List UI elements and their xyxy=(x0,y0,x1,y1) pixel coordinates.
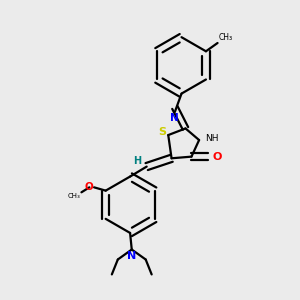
Text: N: N xyxy=(127,251,136,261)
Text: CH₃: CH₃ xyxy=(68,193,80,199)
Text: S: S xyxy=(158,127,166,137)
Text: CH₃: CH₃ xyxy=(219,33,233,42)
Text: NH: NH xyxy=(205,134,219,143)
Text: O: O xyxy=(212,152,221,162)
Text: N: N xyxy=(170,113,178,123)
Text: H: H xyxy=(133,156,142,166)
Text: O: O xyxy=(85,182,93,192)
